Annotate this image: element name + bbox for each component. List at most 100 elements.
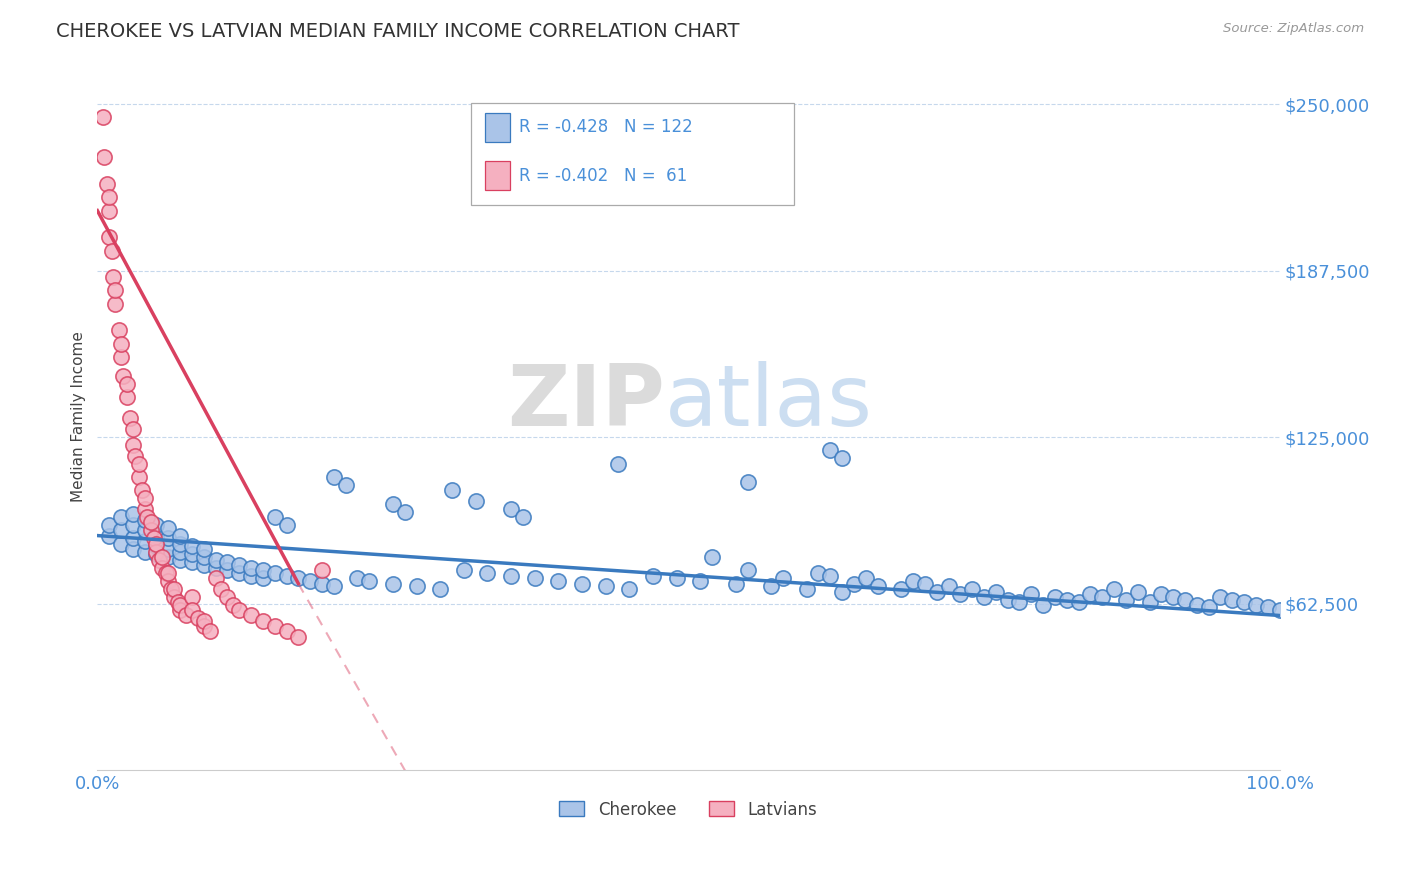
Point: [619, 582, 641, 596]
Point: [287, 630, 309, 644]
Point: [252, 571, 274, 585]
Point: [855, 571, 877, 585]
Point: [145, 539, 167, 553]
Point: [689, 574, 711, 588]
Point: [193, 619, 215, 633]
Point: [98, 517, 121, 532]
Point: [112, 368, 135, 383]
Point: [110, 510, 132, 524]
Point: [938, 579, 960, 593]
Point: [252, 614, 274, 628]
Point: [110, 536, 132, 550]
Point: [134, 502, 156, 516]
Point: [98, 528, 121, 542]
Point: [157, 520, 180, 534]
Point: [1067, 595, 1090, 609]
Point: [115, 390, 138, 404]
Point: [228, 603, 250, 617]
Point: [121, 422, 143, 436]
Point: [453, 563, 475, 577]
Point: [163, 590, 186, 604]
Point: [761, 579, 783, 593]
Point: [128, 470, 150, 484]
Point: [960, 582, 983, 596]
Point: [128, 457, 150, 471]
Point: [120, 411, 142, 425]
Point: [925, 584, 948, 599]
Point: [134, 512, 156, 526]
Point: [1233, 595, 1256, 609]
Point: [1080, 587, 1102, 601]
Text: atlas: atlas: [665, 361, 873, 444]
Point: [157, 549, 180, 564]
Point: [276, 624, 298, 639]
Point: [501, 502, 523, 516]
Point: [110, 336, 132, 351]
Point: [150, 560, 173, 574]
Point: [842, 576, 865, 591]
Point: [1220, 592, 1243, 607]
Point: [595, 579, 617, 593]
Point: [322, 579, 344, 593]
Point: [198, 624, 221, 639]
Point: [134, 523, 156, 537]
Point: [169, 536, 191, 550]
Point: [901, 574, 924, 588]
Point: [134, 544, 156, 558]
Point: [91, 111, 114, 125]
Text: CHEROKEE VS LATVIAN MEDIAN FAMILY INCOME CORRELATION CHART: CHEROKEE VS LATVIAN MEDIAN FAMILY INCOME…: [56, 22, 740, 41]
Point: [724, 576, 747, 591]
Point: [1198, 600, 1220, 615]
Point: [110, 523, 132, 537]
Point: [1161, 590, 1184, 604]
Point: [1091, 590, 1114, 604]
Point: [381, 576, 404, 591]
Point: [169, 603, 191, 617]
Point: [157, 566, 180, 580]
Point: [193, 614, 215, 628]
Point: [240, 608, 263, 623]
Point: [1056, 592, 1078, 607]
Point: [131, 483, 153, 498]
Point: [101, 270, 124, 285]
Point: [148, 552, 170, 566]
Point: [501, 568, 523, 582]
Point: [98, 203, 121, 218]
Point: [174, 608, 197, 623]
Point: [217, 590, 239, 604]
Point: [181, 555, 204, 569]
Point: [359, 574, 381, 588]
Point: [276, 568, 298, 582]
Point: [204, 552, 226, 566]
Point: [121, 531, 143, 545]
Point: [204, 560, 226, 574]
Point: [1150, 587, 1173, 601]
Point: [737, 563, 759, 577]
Point: [641, 568, 664, 582]
Point: [96, 177, 118, 191]
Point: [831, 584, 853, 599]
Text: ZIP: ZIP: [508, 361, 665, 444]
Point: [263, 619, 285, 633]
Point: [1102, 582, 1125, 596]
Point: [866, 579, 889, 593]
Point: [228, 566, 250, 580]
Point: [150, 549, 173, 564]
Point: [110, 350, 132, 364]
Point: [211, 582, 233, 596]
Point: [523, 571, 546, 585]
Point: [477, 566, 499, 580]
Point: [240, 568, 263, 582]
Point: [1268, 603, 1291, 617]
Point: [1244, 598, 1267, 612]
Y-axis label: Median Family Income: Median Family Income: [72, 332, 86, 502]
Point: [145, 544, 167, 558]
Point: [263, 510, 285, 524]
Point: [93, 150, 115, 164]
Point: [98, 190, 121, 204]
Point: [217, 555, 239, 569]
Point: [820, 443, 842, 458]
Point: [181, 547, 204, 561]
Point: [181, 539, 204, 553]
Text: Source: ZipAtlas.com: Source: ZipAtlas.com: [1223, 22, 1364, 36]
